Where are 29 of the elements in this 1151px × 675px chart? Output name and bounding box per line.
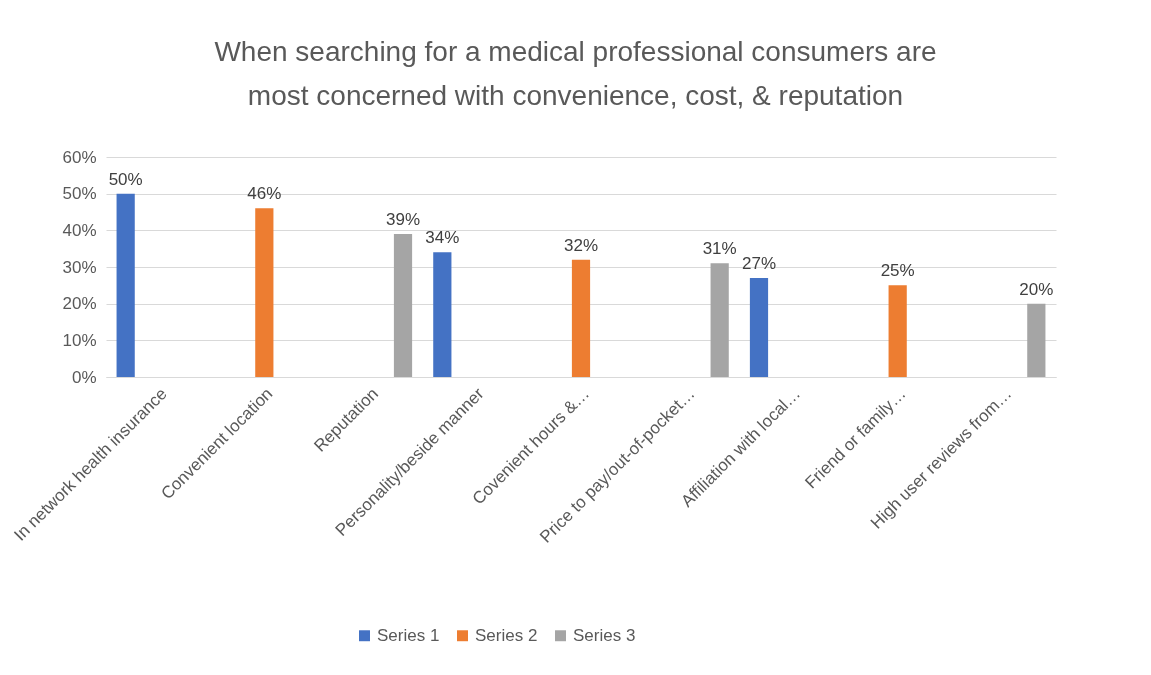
legend-label: Series 2 <box>475 625 538 645</box>
bar <box>749 278 769 377</box>
legend-label: Series 3 <box>573 625 636 645</box>
chart-title: When searching for a medical professional consumers are most concerned with convenience, cost, & reputation <box>213 35 938 113</box>
data-label: 20% <box>1019 279 1054 299</box>
data-label: 46% <box>247 184 282 204</box>
y-tick-label: 30% <box>62 257 97 277</box>
bar <box>393 234 413 377</box>
data-label: 32% <box>563 235 599 255</box>
data-label: 39% <box>385 210 421 229</box>
data-label: 34% <box>425 228 460 248</box>
bar <box>710 263 729 377</box>
bar <box>433 252 452 377</box>
y-tick-label: 10% <box>62 330 97 350</box>
y-tick-label: 20% <box>62 294 97 314</box>
data-label: 27% <box>741 254 777 273</box>
legend-label: Series 1 <box>377 625 440 645</box>
data-label: 31% <box>702 239 737 259</box>
bar <box>255 208 274 377</box>
bar <box>1027 303 1046 377</box>
bar <box>888 285 907 377</box>
y-tick-label: 60% <box>62 147 97 167</box>
y-tick-label: 50% <box>62 184 97 204</box>
bar <box>571 259 591 377</box>
bar <box>116 193 135 377</box>
y-tick-label: 40% <box>62 220 97 240</box>
y-tick-label: 0% <box>71 367 97 387</box>
data-label: 25% <box>880 261 915 281</box>
data-label: 50% <box>108 169 143 189</box>
